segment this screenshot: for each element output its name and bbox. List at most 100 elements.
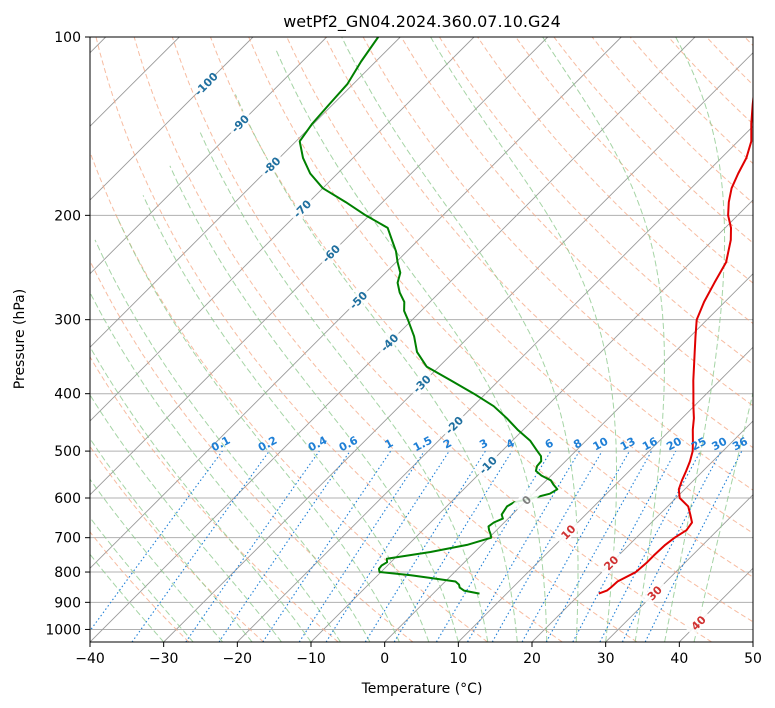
- moist-adiabat: [199, 132, 489, 642]
- mixing-ratio-line: [90, 450, 223, 632]
- isotherm-line: [605, 494, 753, 642]
- x-tick-label: 50: [744, 651, 762, 667]
- y-tick-label: 700: [54, 531, 81, 547]
- x-tick-label: −20: [223, 651, 253, 667]
- chart-title: wetPf2_GN04.2024.360.07.10.G24: [283, 12, 561, 32]
- y-tick-label: 1000: [45, 622, 81, 638]
- y-tick-label: 100: [54, 30, 81, 46]
- y-tick-label: 300: [54, 313, 81, 329]
- mixing-ratio-line: [545, 450, 653, 642]
- moist-adiabat: [115, 215, 400, 642]
- moist-adiabat: [90, 553, 165, 642]
- isotherm-label-bg: [375, 328, 403, 357]
- dry-adiabat: [90, 150, 488, 642]
- temperature-profile: [598, 92, 753, 595]
- isotherm-line: [163, 52, 753, 642]
- isotherm-line: [90, 37, 475, 422]
- x-tick-label: 20: [523, 651, 541, 667]
- dry-adiabat: [438, 37, 753, 365]
- y-tick-label: 900: [54, 595, 81, 611]
- x-axis-title: Temperature (°C): [361, 681, 483, 697]
- x-tick-label: 10: [449, 651, 467, 667]
- moist-adiabat: [90, 345, 312, 642]
- isotherm-label-bg: [257, 151, 285, 180]
- isotherm-line: [90, 37, 401, 348]
- x-tick-label: 30: [597, 651, 615, 667]
- isotherm-label-bg: [554, 517, 582, 546]
- moist-adiabat: [542, 37, 665, 642]
- mixing-ratio-line: [393, 450, 513, 642]
- dry-adiabat: [90, 259, 414, 642]
- isotherm-label-bg: [440, 410, 468, 439]
- mixing-ratio-label: 20: [664, 435, 684, 454]
- dry-adiabat: [477, 37, 753, 325]
- dry-adiabat: [324, 37, 753, 491]
- dry-adiabat: [362, 37, 753, 449]
- dry-adiabat: [95, 37, 563, 642]
- dry-adiabat: [400, 37, 753, 407]
- x-tick-label: −10: [296, 651, 326, 667]
- mixing-ratio-line: [325, 450, 450, 642]
- mixing-ratio-label: 36: [730, 435, 750, 454]
- isotherm-label-bg: [191, 69, 220, 98]
- mixing-ratio-line: [521, 450, 630, 642]
- x-tick-label: 40: [670, 651, 688, 667]
- isotherm-line: [236, 125, 753, 642]
- moist-adiabat: [90, 394, 282, 642]
- isotherm-label-bg: [473, 450, 502, 479]
- y-tick-label: 200: [54, 208, 81, 224]
- mixing-ratio-line: [572, 450, 677, 642]
- isotherm-line: [90, 37, 254, 201]
- x-tick-label: −40: [75, 651, 105, 667]
- isotherm-label-bg: [288, 194, 316, 223]
- mixing-ratio-label: 25: [689, 435, 709, 454]
- dry-adiabat: [90, 531, 190, 642]
- isotherm-label-bg: [684, 608, 712, 637]
- moist-adiabat: [664, 37, 726, 642]
- moist-adiabat: [169, 165, 459, 642]
- dry-adiabat: [286, 37, 753, 534]
- plot-frame: [89, 36, 754, 643]
- mixing-ratio-line: [218, 450, 351, 642]
- dry-adiabat: [133, 37, 638, 642]
- isotherm-line: [90, 37, 622, 569]
- isotherm-label-bg: [512, 485, 540, 514]
- moist-adiabat: [90, 478, 223, 642]
- dry-adiabat: [248, 37, 753, 578]
- isotherm-label-bg: [640, 578, 669, 607]
- mixing-ratio-line: [467, 450, 580, 642]
- y-tick-label: 600: [54, 491, 81, 507]
- mixing-ratio-line: [185, 450, 320, 642]
- x-tick-label: 0: [380, 651, 389, 667]
- mixing-ratio-line: [435, 450, 552, 642]
- y-tick-label: 400: [54, 387, 81, 403]
- isotherm-label-bg: [316, 239, 345, 267]
- moist-adiabat: [430, 37, 617, 642]
- isotherm-line: [90, 37, 328, 275]
- x-tick-label: −30: [149, 651, 179, 667]
- dewpoint-profile: [298, 37, 559, 595]
- isotherm-label-bg: [596, 548, 625, 577]
- y-tick-label: 500: [54, 444, 81, 460]
- mixing-ratio-line: [131, 450, 270, 642]
- mixing-ratio-label: 30: [710, 435, 730, 454]
- moist-adiabat: [90, 516, 194, 642]
- mixing-ratio-line: [364, 450, 486, 642]
- moist-adiabat: [90, 437, 253, 642]
- mixing-ratio-line: [491, 450, 603, 642]
- isotherm-label-bg: [407, 369, 436, 398]
- mixing-ratio-label: 13: [618, 435, 638, 454]
- y-axis-title: Pressure (hPa): [12, 289, 28, 389]
- moist-adiabat: [94, 239, 371, 642]
- y-tick-label: 800: [54, 565, 81, 581]
- isotherm-line: [384, 273, 753, 642]
- moist-adiabat: [90, 291, 341, 642]
- isotherm-label-bg: [225, 109, 254, 138]
- mixing-ratio-label: 10: [591, 435, 611, 454]
- moist-adiabat: [341, 37, 579, 642]
- dry-adiabat: [553, 37, 753, 244]
- mixing-ratio-label: 16: [640, 435, 660, 454]
- isotherm-line: [531, 420, 753, 642]
- isotherm-label-bg: [344, 285, 372, 314]
